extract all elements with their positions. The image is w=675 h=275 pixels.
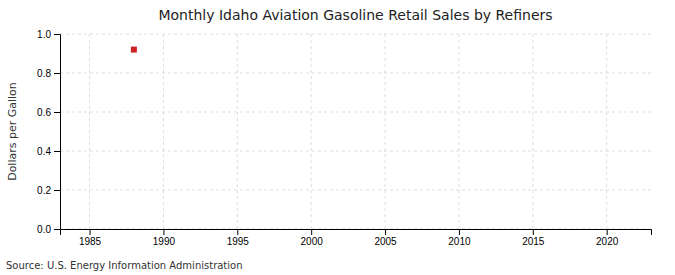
axis-line: [54, 35, 61, 230]
tick: 2015: [522, 229, 545, 247]
grid-line: [89, 34, 90, 229]
tick-label: 0.2: [37, 185, 51, 196]
tick-label: 0.6: [37, 107, 51, 118]
grid-line: [311, 34, 312, 229]
tick-mark: [459, 229, 460, 235]
tick: 0.8: [37, 68, 60, 79]
tick-label: 1990: [153, 236, 176, 247]
source: Source: U.S. Energy Information Administ…: [6, 260, 243, 271]
tick-mark: [54, 34, 60, 35]
tick-mark: [90, 229, 91, 235]
tick-mark: [533, 229, 534, 235]
grid-line: [532, 34, 533, 229]
tick-mark: [54, 229, 60, 230]
tick-label: 2020: [596, 236, 619, 247]
grid-line: [385, 34, 386, 229]
tick-mark: [385, 229, 386, 235]
tick-mark: [607, 229, 608, 235]
tick-label: 2010: [448, 236, 471, 247]
tick-mark: [54, 151, 60, 152]
grid-line: [606, 34, 607, 229]
grid-line: [60, 151, 651, 152]
x-axis: 1985 1990 1995 2000 2005 2010 2015 2020: [61, 229, 652, 247]
chart: 198519901995200020052010201520200.00.20.…: [0, 0, 675, 275]
tick: 1990: [153, 229, 176, 247]
tick-mark: [54, 112, 60, 113]
tick: 1995: [227, 229, 250, 247]
axis-line: [61, 230, 652, 236]
title: Monthly Idaho Aviation Gasoline Retail S…: [158, 7, 552, 23]
tick-label: 2000: [301, 236, 324, 247]
tick-label: 0.4: [37, 146, 51, 157]
tick: 0.6: [37, 107, 60, 118]
tick-label: 0.0: [37, 224, 51, 235]
grid-line: [60, 34, 651, 35]
y-axis: 0.0 0.2 0.4 0.6 0.8 1.0: [37, 29, 60, 235]
tick-label: 1.0: [37, 29, 51, 40]
tick: 1985: [79, 229, 102, 247]
tick: 0.4: [37, 146, 60, 157]
tick: 0.2: [37, 185, 60, 196]
tick-label: 0.8: [37, 68, 51, 79]
tick-mark: [54, 73, 60, 74]
tick: 0.0: [37, 224, 60, 235]
point: [131, 47, 137, 53]
y-axis-title: Dollars per Gallon: [6, 82, 19, 181]
tick-label: 1995: [227, 236, 250, 247]
tick: 2000: [301, 229, 324, 247]
grid-line: [60, 73, 651, 74]
grid-line: [237, 34, 238, 229]
grid-line: [60, 190, 651, 191]
grid-line: [163, 34, 164, 229]
tick: 2010: [448, 229, 471, 247]
grid-line: [458, 34, 459, 229]
tick: 2005: [374, 229, 397, 247]
tick-label: 2005: [374, 236, 397, 247]
points: [131, 47, 137, 53]
tick-mark: [237, 229, 238, 235]
tick-mark: [311, 229, 312, 235]
plot: 198519901995200020052010201520200.00.20.…: [37, 29, 651, 247]
tick: 1.0: [37, 29, 60, 40]
grid: [60, 34, 651, 229]
tick-label: 2015: [522, 236, 545, 247]
tick-mark: [54, 190, 60, 191]
tick: 2020: [596, 229, 619, 247]
tick-label: 1985: [79, 236, 102, 247]
grid-line: [60, 112, 651, 113]
tick-mark: [163, 229, 164, 235]
